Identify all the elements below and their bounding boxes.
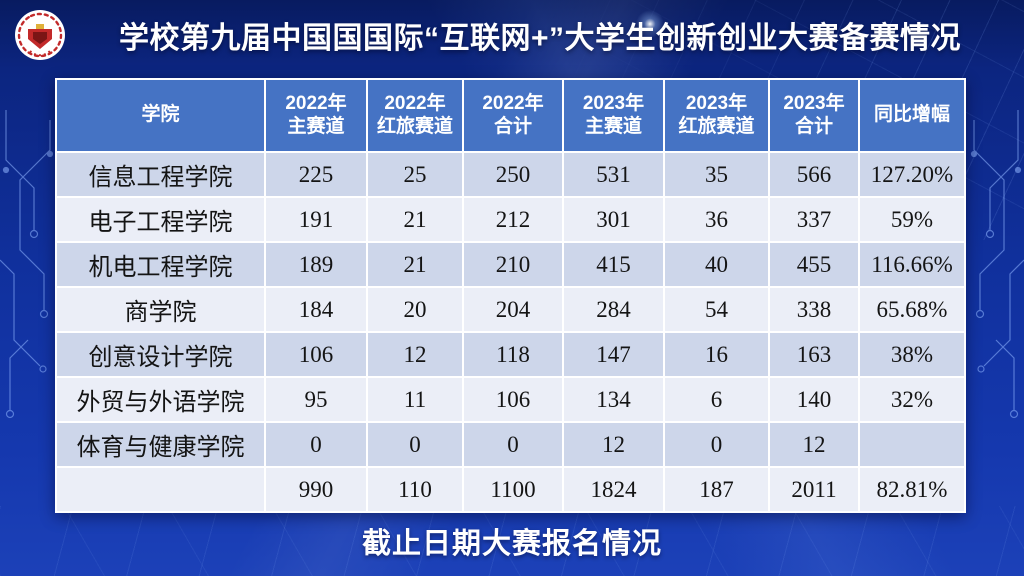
header-cell: 同比增幅 xyxy=(860,80,964,151)
value-cell: 127.20% xyxy=(860,153,964,196)
value-cell: 11 xyxy=(368,378,462,421)
header-cell: 2023年 红旅赛道 xyxy=(665,80,768,151)
value-cell: 1824 xyxy=(564,468,663,511)
header-cell: 2022年 合计 xyxy=(464,80,562,151)
registration-table: 学院 2022年 主赛道 2022年 红旅赛道 2022年 合计 2023年 主赛道 2023年红… xyxy=(55,78,966,513)
slide-title: 学校第九届中国国国际“互联网+”大学生创新创业大赛备赛情况 xyxy=(118,22,962,55)
value-cell: 25 xyxy=(368,153,462,196)
value-cell: 35 xyxy=(665,153,768,196)
value-cell: 21 xyxy=(368,243,462,286)
header-line1: 2023年 xyxy=(685,93,748,115)
value-cell: 106 xyxy=(266,333,366,376)
value-cell: 210 xyxy=(464,243,562,286)
value-cell: 82.81% xyxy=(860,468,964,511)
header-line1: 2022年 xyxy=(482,93,544,115)
value-cell: 163 xyxy=(770,333,858,376)
header-cell: 2023年 主赛道 xyxy=(564,80,663,151)
header-line2: 合计 xyxy=(794,115,833,137)
college-cell: 电子工程学院 xyxy=(57,198,264,241)
value-cell: 0 xyxy=(464,423,562,466)
value-cell: 415 xyxy=(564,243,663,286)
circuit-pattern-left xyxy=(0,110,54,419)
header-line1: 2023年 xyxy=(582,93,645,115)
value-cell: 116.66% xyxy=(860,243,964,286)
header-cell-college: 学院 xyxy=(57,80,264,151)
college-cell: 外贸与外语学院 xyxy=(57,378,264,421)
header-cell: 2022年 主赛道 xyxy=(266,80,366,151)
value-cell: 0 xyxy=(266,423,366,466)
header-line2: 主赛道 xyxy=(287,115,345,137)
value-cell: 566 xyxy=(770,153,858,196)
header-line2: 红旅赛道 xyxy=(376,115,453,137)
college-cell: 信息工程学院 xyxy=(57,153,264,196)
title-bar: 学校第九届中国国国际“互联网+”大学生创新创业大赛备赛情况 xyxy=(10,6,1014,64)
header-cell: 2022年 红旅赛道 xyxy=(368,80,462,151)
value-cell: 21 xyxy=(368,198,462,241)
header-line1: 同比增幅 xyxy=(873,104,950,126)
value-cell: 134 xyxy=(564,378,663,421)
value-cell: 65.68% xyxy=(860,288,964,331)
value-cell: 40 xyxy=(665,243,768,286)
value-cell: 12 xyxy=(564,423,663,466)
header-line1: 2023年 xyxy=(783,93,845,115)
value-cell: 0 xyxy=(665,423,768,466)
value-cell: 147 xyxy=(564,333,663,376)
header-line2: 红旅赛道 xyxy=(678,115,755,137)
background-bottom-pattern xyxy=(0,506,1024,576)
value-cell: 0 xyxy=(368,423,462,466)
header-cell: 2023年 合计 xyxy=(770,80,858,151)
header-line2: 合计 xyxy=(493,115,532,137)
value-cell: 95 xyxy=(266,378,366,421)
value-cell: 455 xyxy=(770,243,858,286)
value-cell: 301 xyxy=(564,198,663,241)
value-cell: 2011 xyxy=(770,468,858,511)
value-cell: 284 xyxy=(564,288,663,331)
value-cell: 59% xyxy=(860,198,964,241)
value-cell: 187 xyxy=(665,468,768,511)
college-cell: 商学院 xyxy=(57,288,264,331)
value-cell: 54 xyxy=(665,288,768,331)
college-cell: 体育与健康学院 xyxy=(57,423,264,466)
value-cell: 1100 xyxy=(464,468,562,511)
value-cell: 250 xyxy=(464,153,562,196)
value-cell: 225 xyxy=(266,153,366,196)
value-cell: 212 xyxy=(464,198,562,241)
value-cell: 20 xyxy=(368,288,462,331)
value-cell xyxy=(860,423,964,466)
header-line2: 主赛道 xyxy=(584,115,642,137)
value-cell: 6 xyxy=(665,378,768,421)
value-cell: 337 xyxy=(770,198,858,241)
value-cell: 118 xyxy=(464,333,562,376)
value-cell: 204 xyxy=(464,288,562,331)
value-cell: 32% xyxy=(860,378,964,421)
value-cell: 338 xyxy=(770,288,858,331)
circuit-pattern-right xyxy=(970,110,1024,419)
value-cell: 990 xyxy=(266,468,366,511)
value-cell: 191 xyxy=(266,198,366,241)
value-cell: 36 xyxy=(665,198,768,241)
value-cell: 140 xyxy=(770,378,858,421)
header-line1: 2022年 xyxy=(285,93,347,115)
value-cell: 38% xyxy=(860,333,964,376)
value-cell: 184 xyxy=(266,288,366,331)
value-cell: 12 xyxy=(368,333,462,376)
value-cell: 106 xyxy=(464,378,562,421)
value-cell: 16 xyxy=(665,333,768,376)
college-cell: 机电工程学院 xyxy=(57,243,264,286)
college-cell: 创意设计学院 xyxy=(57,333,264,376)
school-logo-icon xyxy=(15,10,65,60)
value-cell: 12 xyxy=(770,423,858,466)
value-cell: 531 xyxy=(564,153,663,196)
footer-caption: 截止日期大赛报名情况 xyxy=(361,528,662,560)
header-line1: 2022年 xyxy=(384,93,446,115)
college-cell xyxy=(57,468,264,511)
value-cell: 189 xyxy=(266,243,366,286)
value-cell: 110 xyxy=(368,468,462,511)
